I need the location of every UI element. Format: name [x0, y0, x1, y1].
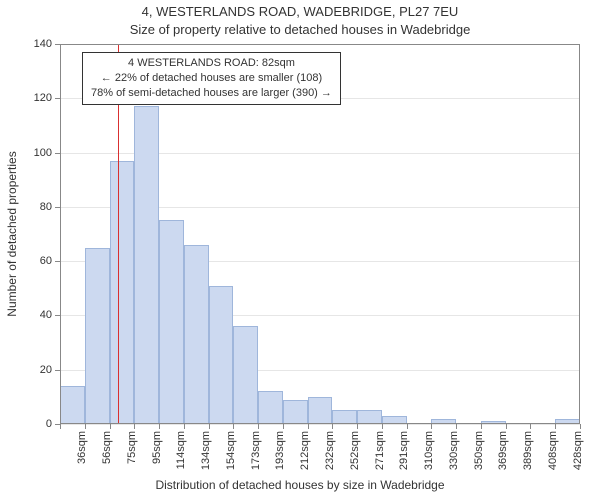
xtick-mark [530, 424, 531, 429]
xtick-label: 36sqm [76, 431, 88, 479]
xtick-label: 369sqm [497, 431, 509, 479]
xtick-label: 408sqm [547, 431, 559, 479]
ytick-label: 140 [22, 38, 52, 50]
chart-subtitle: Size of property relative to detached ho… [0, 22, 600, 37]
xtick-mark [580, 424, 581, 429]
ytick-label: 40 [22, 309, 52, 321]
chart-container: { "chart": { "type": "histogram", "title… [0, 0, 600, 500]
ytick-label: 80 [22, 201, 52, 213]
ytick-mark [55, 98, 60, 99]
xtick-label: 310sqm [423, 431, 435, 479]
xtick-label: 154sqm [225, 431, 237, 479]
ytick-mark [55, 315, 60, 316]
xtick-mark [110, 424, 111, 429]
xtick-mark [357, 424, 358, 429]
plot-area: 020406080100120140 36sqm56sqm75sqm95sqm1… [60, 44, 580, 424]
ytick-mark [55, 207, 60, 208]
xtick-mark [308, 424, 309, 429]
annotation-line: 4 WESTERLANDS ROAD: 82sqm [91, 56, 332, 71]
ytick-label: 100 [22, 147, 52, 159]
xtick-label: 350sqm [473, 431, 485, 479]
xtick-mark [332, 424, 333, 429]
chart-title: 4, WESTERLANDS ROAD, WADEBRIDGE, PL27 7E… [0, 4, 600, 19]
xtick-label: 271sqm [374, 431, 386, 479]
xtick-mark [258, 424, 259, 429]
xtick-label: 252sqm [349, 431, 361, 479]
xtick-label: 212sqm [299, 431, 311, 479]
xtick-mark [159, 424, 160, 429]
xtick-label: 330sqm [448, 431, 460, 479]
ytick-mark [55, 370, 60, 371]
xtick-mark [233, 424, 234, 429]
xtick-label: 291sqm [398, 431, 410, 479]
xtick-label: 134sqm [200, 431, 212, 479]
xtick-mark [481, 424, 482, 429]
xtick-mark [555, 424, 556, 429]
xtick-label: 75sqm [126, 431, 138, 479]
xtick-mark [456, 424, 457, 429]
xtick-mark [506, 424, 507, 429]
xtick-mark [407, 424, 408, 429]
xtick-mark [283, 424, 284, 429]
ytick-label: 20 [22, 364, 52, 376]
annotation-line: ← 22% of detached houses are smaller (10… [91, 71, 332, 86]
xtick-label: 232sqm [324, 431, 336, 479]
xtick-mark [134, 424, 135, 429]
ytick-label: 120 [22, 92, 52, 104]
xtick-mark [184, 424, 185, 429]
xtick-mark [85, 424, 86, 429]
xtick-mark [431, 424, 432, 429]
y-axis-label: Number of detached properties [5, 151, 19, 316]
gridline [60, 424, 580, 425]
xtick-mark [60, 424, 61, 429]
xtick-label: 114sqm [175, 431, 187, 479]
ytick-mark [55, 153, 60, 154]
annotation-box: 4 WESTERLANDS ROAD: 82sqm← 22% of detach… [82, 52, 341, 105]
xtick-label: 95sqm [151, 431, 163, 479]
ytick-label: 0 [22, 418, 52, 430]
ytick-mark [55, 261, 60, 262]
xtick-mark [382, 424, 383, 429]
xtick-label: 193sqm [274, 431, 286, 479]
xtick-mark [209, 424, 210, 429]
ytick-label: 60 [22, 255, 52, 267]
annotation-line: 78% of semi-detached houses are larger (… [91, 86, 332, 101]
xtick-label: 173sqm [250, 431, 262, 479]
xtick-label: 389sqm [522, 431, 534, 479]
xtick-label: 428sqm [572, 431, 584, 479]
x-axis-label: Distribution of detached houses by size … [0, 478, 600, 492]
ytick-mark [55, 44, 60, 45]
xtick-label: 56sqm [101, 431, 113, 479]
